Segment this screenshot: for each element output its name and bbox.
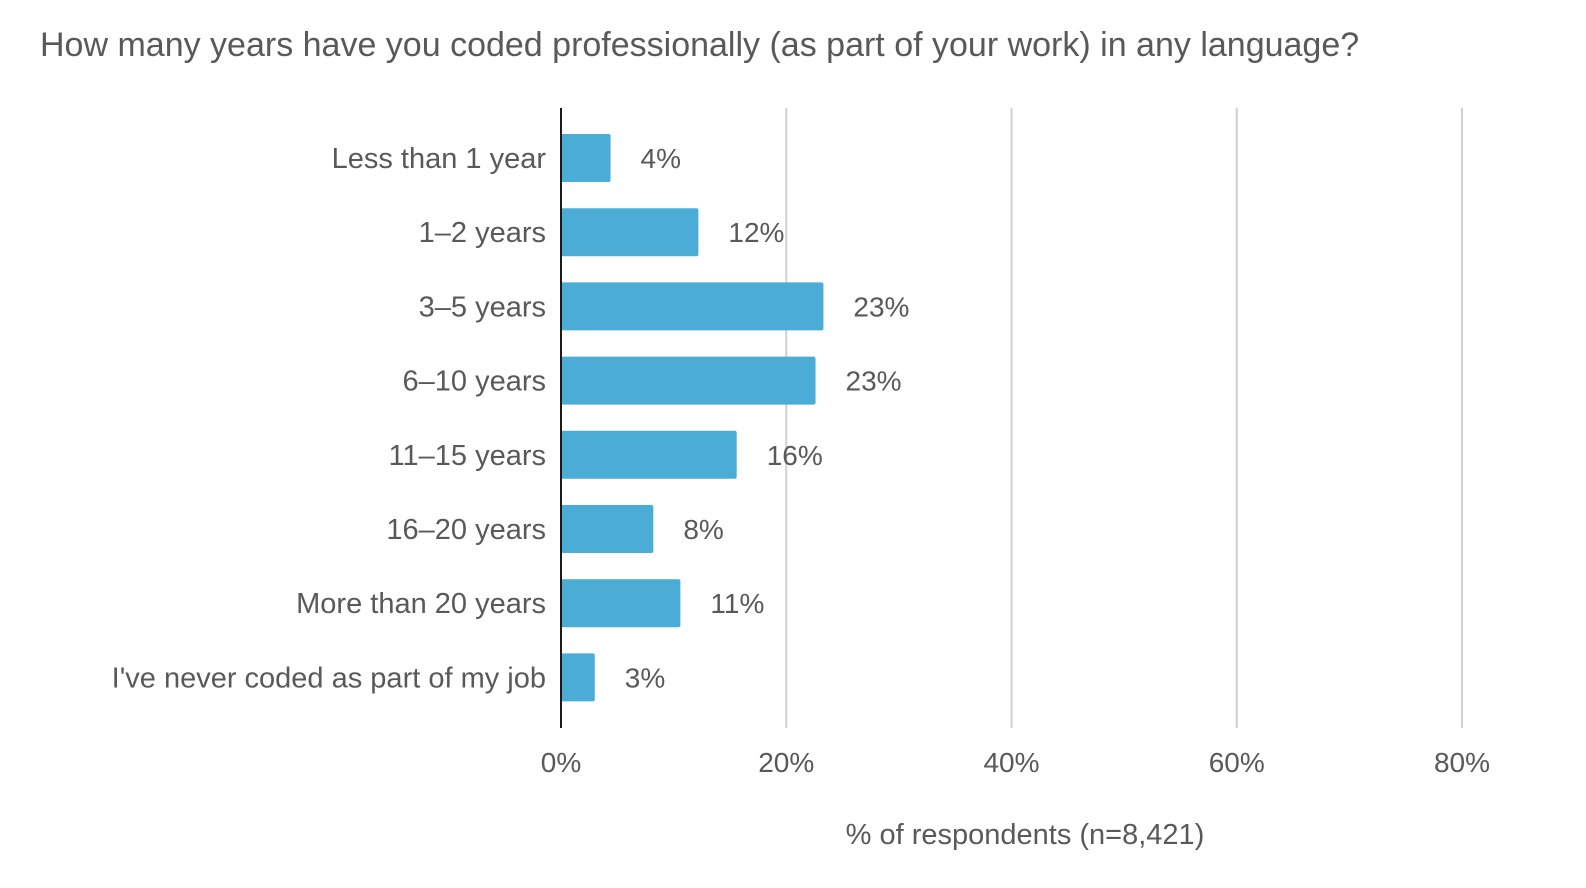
bar <box>561 579 681 628</box>
category-labels: Less than 1 year 1–2 years 3–5 years 6–10 y… <box>112 143 547 694</box>
data-label: 3% <box>625 662 665 693</box>
data-label: 16% <box>767 440 823 471</box>
bar <box>561 356 816 405</box>
category-label: More than 20 years <box>296 588 546 620</box>
data-label: 8% <box>683 514 723 545</box>
x-tick-label: 20% <box>758 747 814 778</box>
bar <box>561 282 824 331</box>
bar <box>561 430 737 479</box>
category-label: I've never coded as part of my job <box>112 662 546 694</box>
x-axis-title: % of respondents (n=8,421) <box>846 819 1205 851</box>
category-label: 3–5 years <box>419 291 546 323</box>
bar <box>561 505 654 553</box>
bar <box>561 653 595 702</box>
data-label: 11% <box>710 588 764 619</box>
data-label: 12% <box>728 217 784 248</box>
bar <box>561 134 611 182</box>
category-label: 11–15 years <box>389 440 546 472</box>
gridlines <box>785 108 1463 728</box>
x-tick-label: 60% <box>1209 747 1265 778</box>
data-label: 23% <box>853 291 909 322</box>
chart-title: How many years have you coded profession… <box>40 26 1360 64</box>
category-label: 1–2 years <box>419 217 546 249</box>
x-tick-label: 80% <box>1434 747 1490 778</box>
x-tick-labels: 0% 20% 40% 60% 80% <box>541 747 1490 778</box>
data-label: 23% <box>846 366 902 397</box>
value-labels: 4% 12% 23% 23% 16% 8% 11% 3% <box>625 143 910 693</box>
x-tick-label: 0% <box>541 747 581 778</box>
bar <box>561 208 699 257</box>
category-label: Less than 1 year <box>332 143 547 175</box>
bars <box>561 134 824 702</box>
category-label: 6–10 years <box>403 366 547 398</box>
category-label: 16–20 years <box>386 514 546 546</box>
x-tick-label: 40% <box>983 747 1039 778</box>
data-label: 4% <box>641 143 681 174</box>
